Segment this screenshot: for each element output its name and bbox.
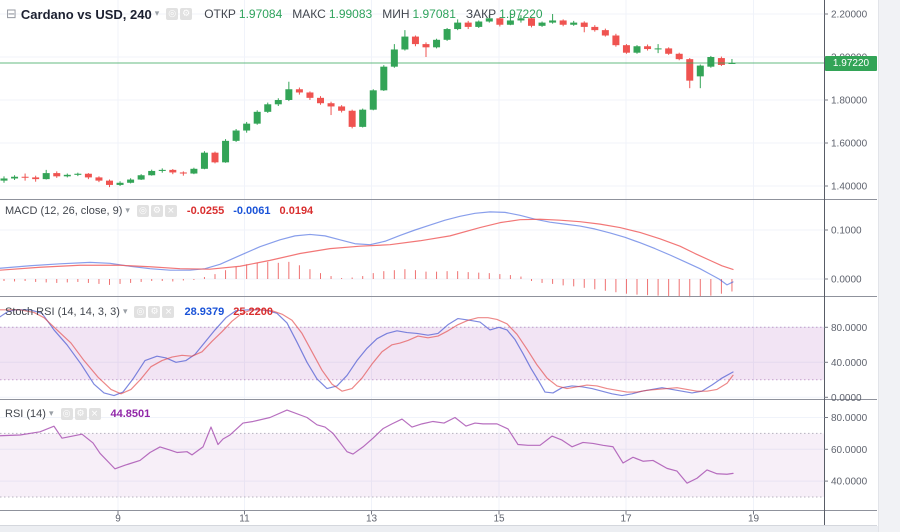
- macd-header: MACD (12, 26, close, 9) ▾ ◎ ⚙ × -0.0255 …: [5, 203, 313, 219]
- svg-text:1.80000: 1.80000: [831, 96, 868, 107]
- macd-histogram-value: -0.0255: [186, 205, 225, 217]
- open-readout: ОТКР 1.97084: [204, 7, 282, 21]
- last-price-badge: 1.97220: [825, 56, 877, 71]
- rsi-value: 44.8501: [110, 408, 151, 420]
- macd-signal-value: 0.0194: [279, 205, 314, 217]
- rsi-header: RSI (14) ▾ ◎ ⚙ × 44.8501: [5, 406, 150, 422]
- svg-text:0.0000: 0.0000: [831, 393, 862, 404]
- circle-icon[interactable]: ◎: [60, 408, 73, 420]
- symbol-title[interactable]: Cardano vs USD, 240: [20, 6, 152, 22]
- collapse-icon[interactable]: ⊟: [6, 6, 17, 22]
- symbol-actions: ◎ ⚙: [166, 8, 193, 20]
- svg-text:15: 15: [493, 514, 505, 525]
- svg-text:2.20000: 2.20000: [831, 10, 868, 21]
- stoch-k-value: 28.9379: [184, 306, 225, 318]
- symbol-header: ⊟ Cardano vs USD, 240 ▾ ◎ ⚙ ОТКР 1.97084…: [6, 4, 553, 24]
- svg-text:1.40000: 1.40000: [831, 182, 868, 193]
- macd-actions: ◎ ⚙ ×: [136, 205, 177, 217]
- svg-text:0.0000: 0.0000: [831, 275, 862, 286]
- svg-text:40.0000: 40.0000: [831, 477, 868, 488]
- price-axis[interactable]: [824, 0, 878, 511]
- svg-text:60.0000: 60.0000: [831, 445, 868, 456]
- high-label: МАКС: [292, 7, 326, 21]
- close-value: 1.97220: [499, 7, 543, 21]
- svg-text:13: 13: [366, 514, 378, 525]
- stoch-rsi-header: Stoch RSI (14, 14, 3, 3) ▾ ◎ ⚙ × 28.9379…: [5, 304, 273, 320]
- rsi-actions: ◎ ⚙ ×: [60, 408, 101, 420]
- rsi-values: 44.8501: [111, 408, 151, 420]
- stoch-rsi-values: 28.9379 25.2200: [184, 306, 273, 318]
- chevron-down-icon[interactable]: ▾: [122, 307, 128, 317]
- high-readout: МАКС 1.99083: [292, 7, 372, 21]
- gear-icon[interactable]: ⚙: [150, 205, 163, 217]
- circle-icon[interactable]: ◎: [166, 8, 179, 20]
- close-label: ЗАКР: [465, 7, 497, 21]
- gear-icon[interactable]: ⚙: [180, 8, 193, 20]
- close-icon[interactable]: ×: [164, 205, 177, 217]
- svg-text:1.60000: 1.60000: [831, 139, 868, 150]
- macd-line-value: -0.0061: [233, 205, 271, 217]
- close-readout: ЗАКР 1.97220: [466, 7, 543, 21]
- open-value: 1.97084: [238, 7, 283, 21]
- macd-label[interactable]: MACD (12, 26, close, 9): [5, 205, 123, 217]
- stoch-rsi-actions: ◎ ⚙ ×: [134, 306, 175, 318]
- rsi-label[interactable]: RSI (14): [5, 408, 46, 420]
- svg-text:40.0000: 40.0000: [831, 358, 868, 369]
- svg-text:19: 19: [748, 514, 760, 525]
- close-icon[interactable]: ×: [162, 306, 175, 318]
- low-value: 1.97081: [412, 7, 456, 21]
- svg-text:80.0000: 80.0000: [831, 413, 868, 424]
- bottom-edge-strip: [0, 526, 878, 532]
- gear-icon[interactable]: ⚙: [148, 306, 161, 318]
- open-label: ОТКР: [204, 7, 236, 21]
- circle-icon[interactable]: ◎: [134, 306, 147, 318]
- svg-text:17: 17: [620, 514, 632, 525]
- chevron-down-icon[interactable]: ▾: [48, 409, 54, 419]
- stoch-rsi-label[interactable]: Stoch RSI (14, 14, 3, 3): [5, 306, 120, 318]
- stoch-d-value: 25.2200: [233, 306, 274, 318]
- gear-icon[interactable]: ⚙: [74, 408, 87, 420]
- macd-values: -0.0255 -0.0061 0.0194: [187, 205, 313, 217]
- chevron-down-icon[interactable]: ▾: [125, 206, 130, 216]
- svg-text:11: 11: [239, 514, 250, 525]
- low-label: МИН: [382, 7, 410, 21]
- svg-text:80.0000: 80.0000: [831, 323, 868, 334]
- high-value: 1.99083: [328, 7, 373, 21]
- ohlc-readout: ОТКР 1.97084 МАКС 1.99083 МИН 1.97081 ЗА…: [204, 7, 552, 21]
- svg-text:0.1000: 0.1000: [831, 226, 862, 237]
- chevron-down-icon[interactable]: ▾: [154, 9, 160, 19]
- page-edge-strip: [878, 0, 900, 532]
- close-icon[interactable]: ×: [88, 408, 101, 420]
- time-axis[interactable]: [0, 511, 824, 526]
- svg-text:9: 9: [115, 514, 121, 525]
- low-readout: МИН 1.97081: [382, 7, 456, 21]
- circle-icon[interactable]: ◎: [136, 205, 149, 217]
